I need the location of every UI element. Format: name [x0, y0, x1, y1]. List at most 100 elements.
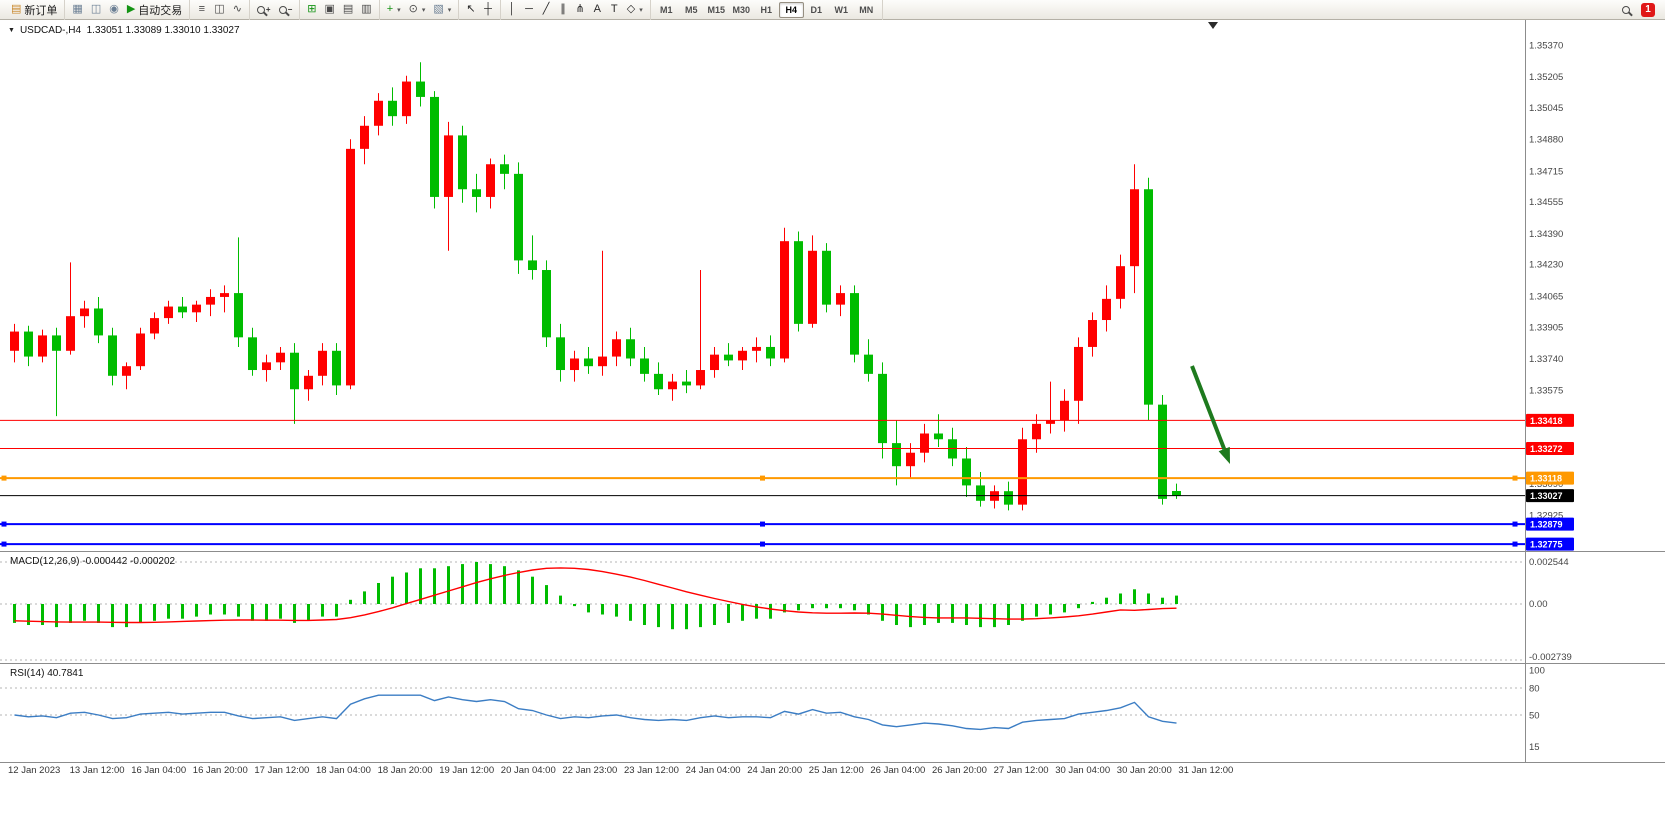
price-axis-label: 1.35370	[1529, 41, 1563, 52]
toolbar-group: ↖ ┼	[459, 0, 501, 20]
template-icon: ▧	[433, 3, 444, 15]
timeframe-button-D1[interactable]: D1	[810, 4, 822, 15]
timeframe-button-M1[interactable]: M1	[659, 4, 673, 15]
macd-bar	[923, 604, 926, 626]
period-button[interactable]: ⊙ ▾	[405, 1, 430, 18]
line-handle[interactable]	[1, 521, 7, 527]
auto-trading-button[interactable]: ▶ 自动交易	[123, 1, 186, 18]
candle-body	[220, 293, 229, 297]
macd-bar	[195, 604, 198, 617]
profiles-button[interactable]: ◫	[87, 1, 105, 18]
line-handle[interactable]	[760, 541, 765, 547]
macd-bar	[13, 604, 16, 623]
toolbar-group: ▦ ◫ ◉ ▶ 自动交易	[65, 0, 191, 20]
candle-body	[934, 433, 943, 440]
candle-body	[1060, 400, 1069, 421]
zoom-in-button[interactable]: +	[253, 1, 275, 18]
candle-body	[304, 375, 313, 390]
price-axis-label: 1.34230	[1529, 260, 1563, 271]
horizontal-line-icon: ─	[525, 3, 533, 15]
macd-bar	[783, 604, 786, 613]
macd-bar	[55, 604, 58, 628]
timeframe-button-M5[interactable]: M5	[684, 4, 698, 15]
toolbar: ▤ 新订单 ▦ ◫ ◉ ▶ 自动交易 ≡ ◫ ∿ + − ⊞ ▣ ▤ ▥ + ▾ ⊙ ▾ ▧ ▾ ↖ ┼ │ ─ ╱ ∥ ⋔ A T ◇ ▾ M1…	[0, 0, 1665, 20]
new-order-button[interactable]: ▤ 新订单	[7, 1, 61, 18]
candle-body	[150, 318, 159, 334]
trendline-button[interactable]: ╱	[538, 1, 555, 18]
macd-bar	[83, 604, 86, 621]
timeframe-button-MN[interactable]: MN	[859, 4, 874, 15]
candle-body	[122, 366, 131, 376]
candle-body	[556, 337, 565, 371]
horizontal-line-button[interactable]: ─	[521, 1, 538, 18]
candle-body	[822, 250, 831, 305]
crosshair-button[interactable]: ┼	[480, 1, 497, 18]
add-indicator-button[interactable]: + ▾	[383, 1, 405, 18]
new-chart-button[interactable]: ▦	[68, 1, 86, 18]
tile-vertical-button[interactable]: ▥	[357, 1, 375, 18]
symbol-expand-icon[interactable]: ▼	[8, 27, 15, 34]
fibonacci-button[interactable]: ⋔	[572, 1, 589, 18]
text-button[interactable]: A	[589, 1, 606, 18]
label-button[interactable]: T	[606, 1, 623, 18]
timeframe-button-H1[interactable]: H1	[760, 4, 772, 15]
timeframe-button-M15[interactable]: M15	[707, 4, 725, 15]
timeframe-button-H4[interactable]: H4	[778, 1, 804, 18]
cascade-windows-button[interactable]: ▣	[320, 1, 338, 18]
timeframe-button-W1[interactable]: W1	[834, 4, 848, 15]
macd-bar	[811, 604, 814, 609]
candle-body	[710, 354, 719, 371]
tile-windows-button[interactable]: ⊞	[303, 1, 320, 18]
line-handle[interactable]	[760, 475, 765, 481]
add-indicator-icon: +	[386, 3, 394, 15]
channel-button[interactable]: ∥	[555, 1, 572, 18]
macd-bar	[167, 604, 170, 619]
price-axis-label: 1.35205	[1529, 72, 1563, 83]
vertical-line-icon: │	[508, 3, 516, 15]
tile-horizontal-button[interactable]: ▤	[339, 1, 357, 18]
price-tag-text: 1.33027	[1530, 491, 1563, 501]
candle-body	[878, 373, 887, 444]
price-tag-1.32775	[1526, 537, 1574, 551]
candlestick-series[interactable]	[10, 62, 1181, 511]
line-handle[interactable]	[1512, 475, 1518, 481]
macd-bar	[909, 604, 912, 628]
ohlc-bars-button[interactable]: ≡	[193, 1, 210, 18]
candle-body	[1116, 266, 1125, 299]
chevron-down-icon: ▾	[421, 6, 426, 14]
line-handle[interactable]	[1512, 521, 1518, 527]
candle-body	[640, 358, 649, 374]
price-axis-label: 1.34390	[1529, 229, 1563, 240]
template-button[interactable]: ▧ ▾	[429, 1, 455, 18]
line-chart-button[interactable]: ∿	[229, 1, 246, 18]
macd-bar	[279, 604, 282, 619]
line-handle[interactable]	[760, 521, 765, 527]
shapes-button[interactable]: ◇ ▾	[623, 1, 647, 18]
macd-bar	[251, 604, 254, 621]
vertical-line-button[interactable]: │	[504, 1, 521, 18]
line-handle[interactable]	[1512, 541, 1518, 547]
macd-bar	[587, 604, 590, 613]
line-handle[interactable]	[1, 475, 7, 481]
price-tag-text: 1.32775	[1530, 540, 1563, 550]
chart-shift-marker-icon[interactable]	[1208, 22, 1218, 29]
time-axis-label: 26 Jan 20:00	[932, 765, 987, 776]
line-handle[interactable]	[1, 541, 7, 547]
cursor-icon: ↖	[466, 3, 476, 15]
candle-body	[192, 304, 201, 313]
notification-badge[interactable]: 1	[1641, 2, 1655, 17]
trendline-icon: ╱	[542, 3, 550, 15]
macd-bar	[1077, 604, 1080, 609]
timeframe-button-M30[interactable]: M30	[732, 4, 750, 15]
cursor-button[interactable]: ↖	[462, 1, 479, 18]
search-button[interactable]	[1617, 1, 1634, 18]
down-arrow-annotation[interactable]	[1190, 365, 1227, 450]
candlestick-chart-button[interactable]: ◫	[210, 1, 228, 18]
candle-body	[444, 135, 453, 197]
market-watch-button[interactable]: ◉	[105, 1, 123, 18]
macd-bar	[489, 564, 492, 604]
zoom-out-button[interactable]: −	[275, 1, 297, 18]
macd-bar	[433, 568, 436, 604]
price-axis-label: 1.34555	[1529, 197, 1563, 208]
